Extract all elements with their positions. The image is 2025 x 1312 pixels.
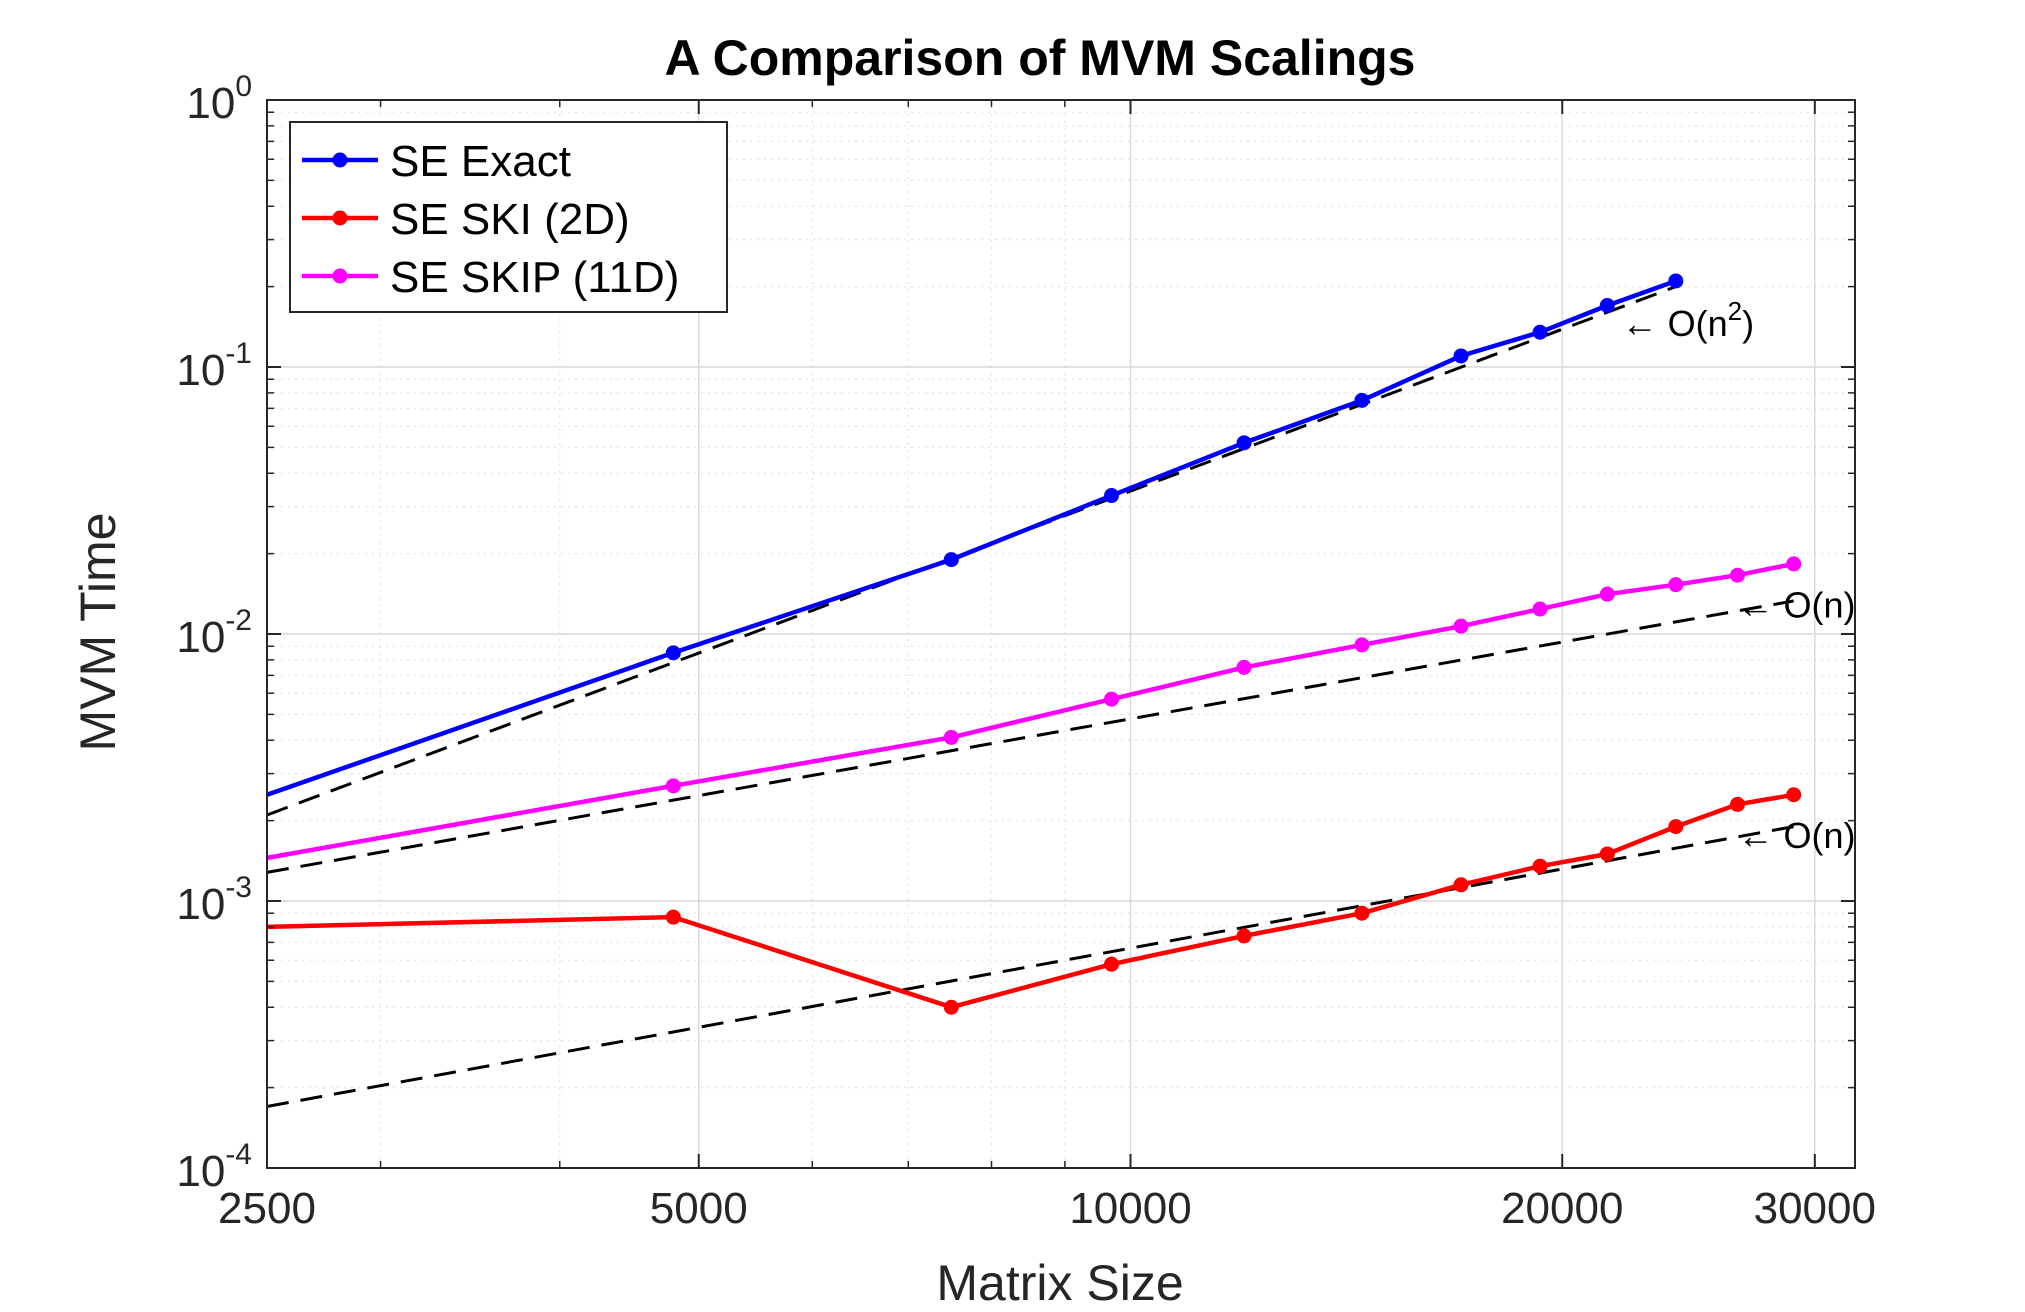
series-lines [266, 273, 1802, 1015]
y-axis-label: MVM Time [70, 513, 126, 752]
legend-label: SE Exact [390, 137, 571, 186]
data-point [1599, 586, 1615, 602]
legend: SE Exact SE SKI (2D) SE SKIP (11D) [289, 121, 728, 313]
legend-marker [332, 268, 348, 284]
data-point [1532, 601, 1548, 617]
data-point [1453, 618, 1469, 634]
legend-item-3: SE SKIP (11D) [302, 253, 679, 302]
annotation-text: O(n) [1784, 584, 1856, 625]
data-point [665, 645, 681, 661]
series-3 [266, 556, 1802, 861]
y-tick-base: 10 [176, 880, 225, 929]
annotation-superscript: 2 [1728, 296, 1742, 326]
x-tick-label: 5000 [650, 1184, 748, 1233]
data-point [1668, 819, 1684, 835]
annotation-2: ← O(n) [1738, 584, 1856, 625]
y-tick-label: 10-2 [176, 604, 252, 662]
x-tick-label: 2500 [218, 1184, 316, 1233]
x-tick-label: 20000 [1501, 1184, 1623, 1233]
data-point [1532, 858, 1548, 874]
annotation-arrow: ← [1738, 584, 1784, 625]
data-point [1453, 877, 1469, 893]
y-tick-label: 100 [186, 70, 252, 128]
legend-label: SE SKI (2D) [390, 195, 630, 244]
tick-marks [266, 99, 1855, 1169]
legend-marker [332, 210, 348, 226]
data-point [1668, 577, 1684, 593]
x-axis-label: Matrix Size [936, 1255, 1183, 1311]
tick-labels: 2500 5000 10000 20000 3000010-410-310-210-11… [176, 70, 1876, 1233]
data-point [665, 778, 681, 794]
legend-marker [332, 152, 348, 168]
data-point [1236, 435, 1252, 451]
series-1 [266, 273, 1684, 797]
data-point [943, 999, 959, 1015]
legend-item-2: SE SKI (2D) [302, 195, 630, 244]
chart-title: A Comparison of MVM Scalings [664, 30, 1415, 86]
data-point [1730, 567, 1746, 583]
data-point [1730, 796, 1746, 812]
y-tick-exponent: -2 [225, 604, 252, 637]
y-tick-label: 10-1 [176, 337, 252, 395]
reference-line-2 [266, 599, 1794, 874]
series-line [266, 792, 1795, 1010]
annotation-arrow: ← [1622, 303, 1668, 344]
data-point [1599, 297, 1615, 313]
y-tick-label: 10-4 [176, 1138, 252, 1196]
data-point [1599, 846, 1615, 862]
data-point [1786, 556, 1802, 572]
annotations: ← O(n2)← O(n)← O(n) [1622, 296, 1856, 856]
annotation-1: ← O(n2) [1622, 296, 1755, 344]
annotation-text: O(n [1668, 303, 1728, 344]
y-tick-base: 10 [176, 1147, 225, 1196]
y-tick-exponent: -1 [225, 337, 252, 370]
y-tick-base: 10 [186, 79, 235, 128]
data-point [1104, 956, 1120, 972]
y-tick-label: 10-3 [176, 871, 252, 929]
series-line [266, 561, 1795, 861]
data-point [1354, 637, 1370, 653]
data-point [943, 729, 959, 745]
annotation-text: O(n) [1784, 815, 1856, 856]
data-point [1236, 928, 1252, 944]
legend-label: SE SKIP (11D) [390, 253, 679, 302]
annotation-text-after: ) [1742, 303, 1754, 344]
data-point [665, 909, 681, 925]
data-point [1104, 488, 1120, 504]
series-line [266, 278, 1677, 797]
annotation-arrow: ← [1738, 815, 1784, 856]
x-tick-label: 10000 [1069, 1184, 1191, 1233]
data-point [1104, 691, 1120, 707]
x-tick-label: 30000 [1754, 1184, 1876, 1233]
data-point [1786, 787, 1802, 803]
data-point [1532, 324, 1548, 340]
data-point [1668, 273, 1684, 289]
data-point [1354, 905, 1370, 921]
data-point [1354, 392, 1370, 408]
y-tick-exponent: -4 [225, 1138, 252, 1171]
y-tick-base: 10 [176, 346, 225, 395]
annotation-3: ← O(n) [1738, 815, 1856, 856]
legend-item-1: SE Exact [302, 137, 571, 186]
series-2 [266, 787, 1802, 1015]
y-tick-exponent: 0 [235, 70, 252, 103]
data-point [1236, 659, 1252, 675]
data-point [943, 552, 959, 568]
y-tick-exponent: -3 [225, 871, 252, 904]
data-point [1453, 348, 1469, 364]
y-tick-base: 10 [176, 613, 225, 662]
